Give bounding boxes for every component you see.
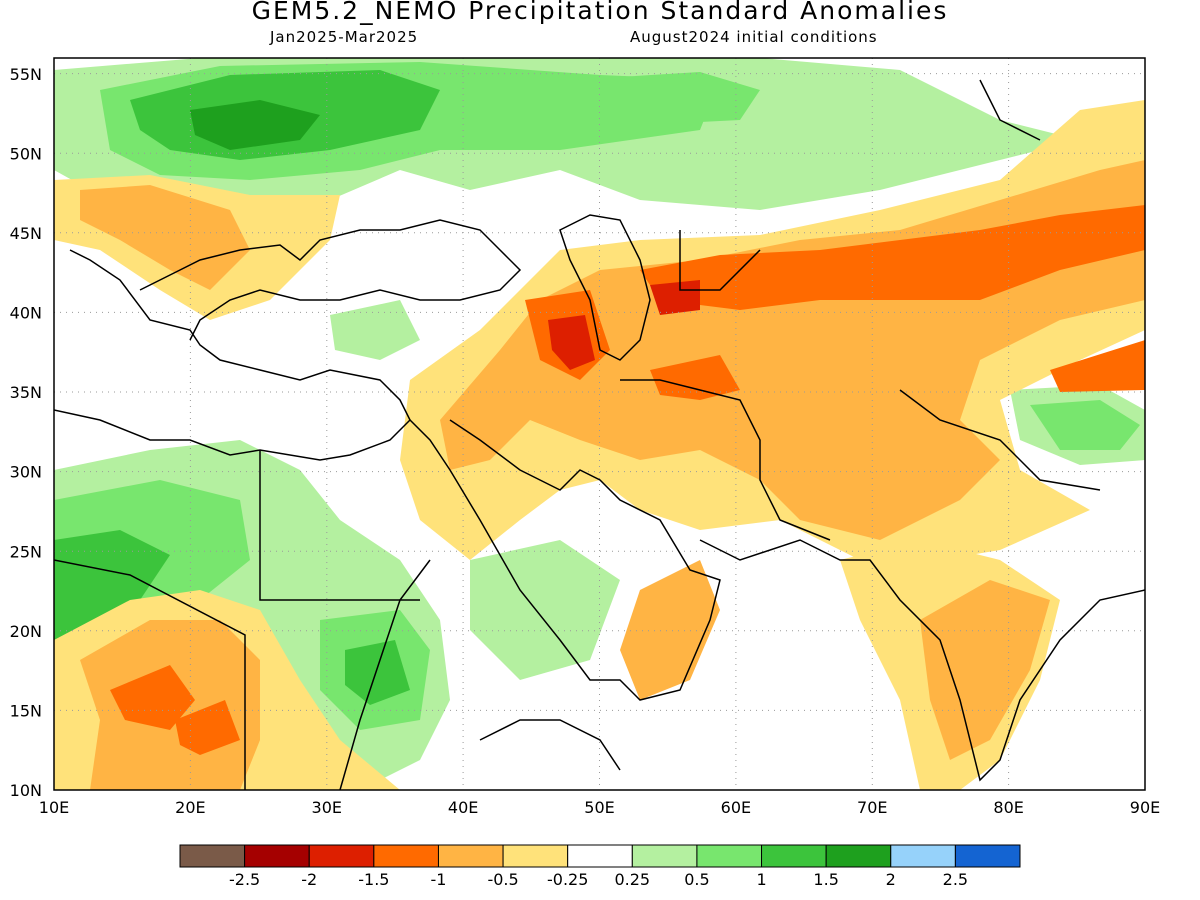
axis-labels: 10E 20E 30E 40E 50E 60E 70E 80E 90E 10N 15N 20N 25N 3… xyxy=(10,65,1161,817)
dry-anomaly-india-mid xyxy=(920,580,1050,760)
dry-anomaly-iran-core xyxy=(548,315,595,370)
colorbar-swatch xyxy=(437,844,504,868)
colorbar-label: 2 xyxy=(886,870,896,889)
colorbar-label: 1.5 xyxy=(813,870,838,889)
colorbar-swatch xyxy=(954,844,1021,868)
colorbar-swatch xyxy=(373,844,439,868)
colorbar-label: -1 xyxy=(430,870,446,889)
colorbar-swatch xyxy=(631,844,698,868)
colorbar-swatch xyxy=(890,844,956,868)
wet-anomaly-africa-core xyxy=(54,530,170,640)
colorbar-label: -2.5 xyxy=(229,870,260,889)
lon-tick-label: 70E xyxy=(857,798,887,817)
colorbar-swatch xyxy=(502,844,569,868)
wet-anomaly-ural xyxy=(570,72,760,125)
colorbar-swatch xyxy=(308,844,375,868)
lon-tick-label: 10E xyxy=(39,798,69,817)
colorbar-swatch xyxy=(567,844,633,868)
colorbar-label: 2.5 xyxy=(943,870,968,889)
lon-tick-label: 30E xyxy=(312,798,342,817)
coastlines xyxy=(54,79,1145,790)
lat-tick-label: 30N xyxy=(10,463,42,482)
wet-anomaly-sudan-core xyxy=(345,640,410,705)
colorbar-label: -1.5 xyxy=(358,870,389,889)
dry-anomaly-iran-east xyxy=(650,355,740,400)
lat-tick-label: 55N xyxy=(10,65,42,84)
lon-tick-label: 90E xyxy=(1130,798,1160,817)
forecast-period: Jan2025-Mar2025 xyxy=(270,28,419,46)
colorbar-label: 0.25 xyxy=(614,870,650,889)
colorbar-label: -0.25 xyxy=(547,870,588,889)
lon-tick-label: 20E xyxy=(175,798,205,817)
dry-anomaly-central-asia xyxy=(640,205,1145,310)
dry-anomaly-oman xyxy=(620,560,720,700)
lon-tick-label: 50E xyxy=(584,798,614,817)
colorbar-label: -2 xyxy=(301,870,317,889)
lat-tick-label: 35N xyxy=(10,383,42,402)
colorbar-label: -0.5 xyxy=(487,870,518,889)
colorbar-label: 0.5 xyxy=(684,870,709,889)
lat-tick-label: 15N xyxy=(10,701,42,720)
anomaly-field xyxy=(54,58,1145,790)
chart-title: GEM5.2_NEMO Precipitation Standard Anoma… xyxy=(251,0,949,25)
lat-tick-label: 25N xyxy=(10,542,42,561)
dry-anomaly-east-africa-core xyxy=(110,665,195,730)
colorbar: -2.5 -2 -1.5 -1 -0.5 -0.25 0.25 0.5 1 1.5 2 2.5 xyxy=(179,844,1021,889)
colorbar-label: 1 xyxy=(756,870,766,889)
colorbar-swatch xyxy=(179,844,246,868)
lon-tick-label: 60E xyxy=(721,798,751,817)
dry-anomaly-turkmen-core xyxy=(650,280,700,315)
lon-tick-label: 40E xyxy=(448,798,478,817)
map-frame xyxy=(53,57,1146,791)
colorbar-swatch xyxy=(761,844,827,868)
lat-tick-label: 40N xyxy=(10,304,42,323)
wet-anomaly-europe-max xyxy=(190,100,320,150)
initial-conditions: August2024 initial conditions xyxy=(630,28,878,46)
wet-anomaly-turkey xyxy=(330,300,420,360)
colorbar-swatch xyxy=(244,844,310,868)
wet-anomaly-tibet-core xyxy=(1030,400,1140,450)
lat-tick-label: 45N xyxy=(10,224,42,243)
dry-anomaly-sudan-core xyxy=(175,700,240,755)
colorbar-swatch xyxy=(696,844,763,868)
dry-anomaly-tibet xyxy=(1050,340,1145,392)
lat-tick-label: 50N xyxy=(10,144,42,163)
wet-anomaly-arabia xyxy=(470,540,620,680)
lat-tick-label: 20N xyxy=(10,622,42,641)
dry-anomaly-balkans-mid xyxy=(80,185,250,290)
lat-tick-label: 10N xyxy=(10,781,42,800)
grid-lines xyxy=(54,58,1145,790)
lon-tick-label: 80E xyxy=(993,798,1023,817)
colorbar-swatch xyxy=(825,844,892,868)
